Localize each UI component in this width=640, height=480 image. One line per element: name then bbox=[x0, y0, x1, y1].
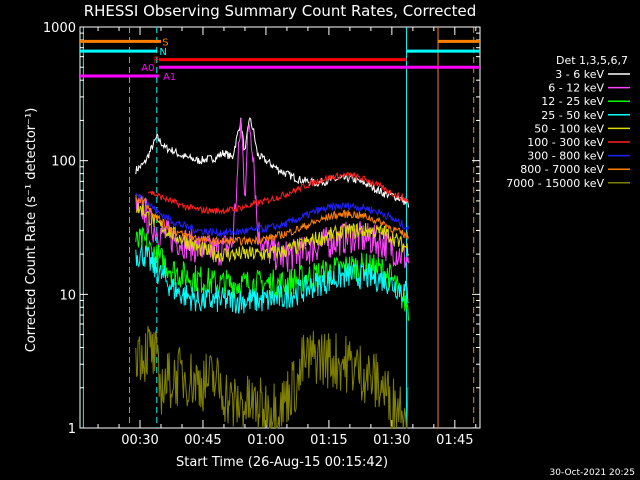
series-line bbox=[135, 325, 409, 430]
legend-entry-label: 25 - 50 keV bbox=[541, 109, 604, 122]
x-axis-label: Start Time (26-Aug-15 00:15:42) bbox=[176, 455, 388, 470]
plot-frame bbox=[79, 26, 481, 429]
x-tick-label: 00:45 bbox=[184, 433, 221, 448]
x-tick-label: 01:30 bbox=[373, 433, 410, 448]
y-tick-label: 10 bbox=[59, 288, 76, 303]
legend-entry-label: 3 - 6 keV bbox=[555, 68, 604, 81]
series-line bbox=[135, 118, 410, 273]
series-line bbox=[135, 245, 409, 314]
legend-entry-label: 7000 - 15000 keV bbox=[506, 177, 604, 190]
x-tick-label: 01:00 bbox=[247, 433, 284, 448]
series-line bbox=[135, 194, 410, 246]
plot-area: 1 10 100 1000 00:30 00:45 01:00 01:15 01:30 01:45… bbox=[43, 21, 481, 448]
legend-entry-label: 100 - 300 keV bbox=[527, 136, 604, 149]
legend-title: Det 1,3,5,6,7 bbox=[556, 54, 628, 67]
footer-timestamp: 30-Oct-2021 20:25 bbox=[550, 468, 635, 478]
legend-entry-label: 300 - 800 keV bbox=[527, 150, 604, 163]
x-tick-label: 00:30 bbox=[121, 433, 158, 448]
legend-entry-label: 6 - 12 keV bbox=[548, 82, 604, 95]
y-axis-label: Corrected Count Rate (s⁻¹ detector⁻¹) bbox=[24, 108, 39, 353]
x-tick-label: 01:15 bbox=[310, 433, 347, 448]
flag-label-a0: A0 bbox=[141, 63, 154, 74]
flag-label-n: N bbox=[159, 47, 166, 58]
series-line bbox=[135, 192, 410, 238]
flag-label-s: S bbox=[162, 37, 168, 48]
legend-entry-label: 50 - 100 keV bbox=[534, 122, 604, 135]
series-line bbox=[135, 117, 410, 208]
series-line bbox=[135, 226, 410, 321]
y-tick-label: 1000 bbox=[43, 21, 76, 36]
legend-entry-label: 800 - 7000 keV bbox=[520, 163, 604, 176]
flag-label-f: F bbox=[153, 56, 159, 67]
flag-label-a1: A1 bbox=[163, 72, 176, 83]
legend-entry-label: 12 - 25 keV bbox=[541, 95, 604, 108]
x-tick-label: 01:45 bbox=[436, 433, 473, 448]
y-tick-label: 1 bbox=[68, 422, 76, 437]
y-tick-label: 100 bbox=[51, 155, 76, 170]
chart-title: RHESSI Observing Summary Count Rates, Co… bbox=[84, 2, 477, 20]
series-line bbox=[147, 171, 409, 216]
series-line bbox=[135, 202, 410, 263]
